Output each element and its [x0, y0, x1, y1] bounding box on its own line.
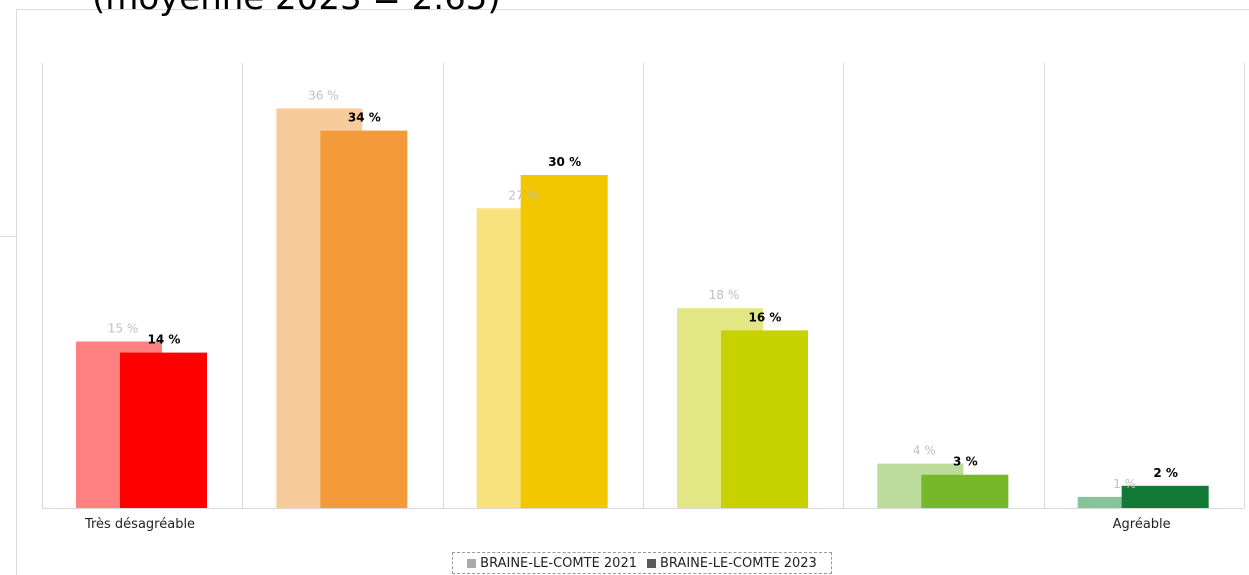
data-label-2023-3: 16 %	[749, 310, 782, 324]
chart-legend: BRAINE-LE-COMTE 2021 BRAINE-LE-COMTE 202…	[452, 552, 832, 574]
chart-title: (moyenne 2023 = 2.65)	[92, 0, 501, 18]
bar-2023-3	[721, 330, 808, 508]
data-label-2021-3: 18 %	[709, 288, 740, 302]
legend-entry-2023: BRAINE-LE-COMTE 2023	[647, 556, 817, 571]
chart-frame-top-border	[16, 9, 1249, 10]
legend-swatch-2023	[647, 558, 656, 568]
data-label-2021-5: 1 %	[1113, 477, 1136, 491]
data-label-2023-0: 14 %	[148, 333, 181, 347]
legend-label-2021: BRAINE-LE-COMTE 2021	[480, 555, 637, 571]
data-label-2023-1: 34 %	[348, 111, 381, 125]
bar-2023-5	[1121, 485, 1209, 508]
bar-2023-1	[320, 130, 408, 508]
data-label-2023-4: 3 %	[953, 455, 978, 469]
panel-divider	[0, 236, 16, 237]
data-label-2023-2: 30 %	[548, 155, 581, 169]
data-label-2021-4: 4 %	[913, 444, 936, 458]
data-label-2021-1: 36 %	[308, 88, 339, 102]
data-label-2021-2: 27 %	[508, 188, 539, 202]
bar-2023-0	[120, 352, 207, 508]
category-label-0: Très désagréable	[84, 517, 195, 532]
legend-label-2023: BRAINE-LE-COMTE 2023	[660, 555, 817, 571]
bar-2023-4	[921, 474, 1009, 508]
data-label-2023-5: 2 %	[1153, 466, 1178, 480]
data-label-2021-0: 15 %	[108, 322, 139, 336]
legend-entry-2021: BRAINE-LE-COMTE 2021	[467, 556, 637, 571]
category-label-5: Agréable	[1113, 517, 1171, 532]
legend-swatch-2021	[467, 558, 477, 568]
bar-2021-5	[1077, 496, 1164, 508]
chart-frame-left-border	[16, 9, 17, 575]
bar-2023-2	[520, 175, 608, 508]
